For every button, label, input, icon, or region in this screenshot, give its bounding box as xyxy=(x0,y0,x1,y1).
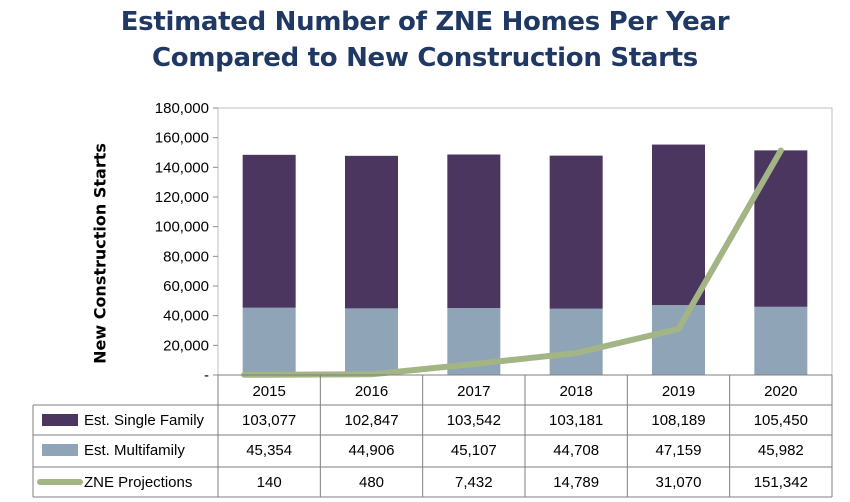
y-axis-ticks: - 20,000 40,000 60,000 80,000 100,000 120,000 1… xyxy=(155,100,833,384)
table-cell: 103,542 xyxy=(447,412,501,429)
y-tick-label: 180,000 xyxy=(155,100,209,117)
legend-key xyxy=(42,444,78,456)
x-tick-label: 2017 xyxy=(457,383,490,400)
table-cell: 45,982 xyxy=(758,442,804,459)
y-tick-label: 100,000 xyxy=(155,219,209,236)
y-tick-label: 20,000 xyxy=(163,337,209,354)
y-tick-label: 80,000 xyxy=(163,248,209,265)
table-cell: 140 xyxy=(257,474,282,491)
bar-single-family-2017 xyxy=(447,154,501,309)
table-cell: 480 xyxy=(359,474,384,491)
bar-multifamily-2019 xyxy=(652,305,705,375)
y-tick-label: 120,000 xyxy=(155,189,209,206)
table-cell: 44,708 xyxy=(553,442,599,459)
x-tick-label: 2020 xyxy=(764,383,797,400)
table-cell: 103,181 xyxy=(549,412,603,429)
table-cell: 102,847 xyxy=(344,412,398,429)
legend-label: Est. Multifamily xyxy=(84,442,185,459)
legend-label: Est. Single Family xyxy=(84,412,205,429)
bar-multifamily-2020 xyxy=(754,306,808,375)
x-tick-label: 2018 xyxy=(559,383,592,400)
x-tick-label: 2016 xyxy=(355,383,388,400)
y-tick-label: 140,000 xyxy=(155,159,209,176)
chart-title: Estimated Number of ZNE Homes Per Year C… xyxy=(0,4,850,76)
table-cell: 45,354 xyxy=(246,442,292,459)
legend-label: ZNE Projections xyxy=(84,474,192,491)
table-cell: 47,159 xyxy=(656,442,702,459)
table-cell: 105,450 xyxy=(754,412,808,429)
table-cell: 108,189 xyxy=(651,412,705,429)
bar-single-family-2015 xyxy=(242,154,296,308)
x-tick-label: 2015 xyxy=(252,383,285,400)
table-cell: 7,432 xyxy=(455,474,493,491)
bar-single-family-2018 xyxy=(549,155,603,309)
bar-single-family-2020 xyxy=(754,150,808,307)
plot-area-border xyxy=(217,107,833,376)
bar-single-family-2016 xyxy=(345,155,398,309)
bar-multifamily-2016 xyxy=(345,308,398,375)
bar-multifamily-2015 xyxy=(242,307,296,375)
table-cell: 45,107 xyxy=(451,442,497,459)
bar-single-family-2019 xyxy=(652,144,705,306)
bars xyxy=(242,144,808,375)
table-cell: 14,789 xyxy=(553,474,599,491)
table-cell: 151,342 xyxy=(754,474,808,491)
y-tick-label: - xyxy=(204,367,209,384)
table-cell: 44,906 xyxy=(349,442,395,459)
chart-title-line1: Estimated Number of ZNE Homes Per Year xyxy=(120,7,730,37)
y-tick-label: 60,000 xyxy=(163,278,209,295)
y-tick-label: 40,000 xyxy=(163,308,209,325)
x-tick-label: 2019 xyxy=(662,383,695,400)
legend-key xyxy=(42,414,78,426)
table-cell: 103,077 xyxy=(242,412,296,429)
chart-title-line2: Compared to New Construction Starts xyxy=(152,43,698,73)
table-cell: 31,070 xyxy=(656,474,702,491)
y-tick-label: 160,000 xyxy=(155,130,209,147)
bar-multifamily-2018 xyxy=(549,308,603,375)
data-table: 2015 2016 2017 2018 2019 2020 Est. Single Fami… xyxy=(32,374,833,498)
